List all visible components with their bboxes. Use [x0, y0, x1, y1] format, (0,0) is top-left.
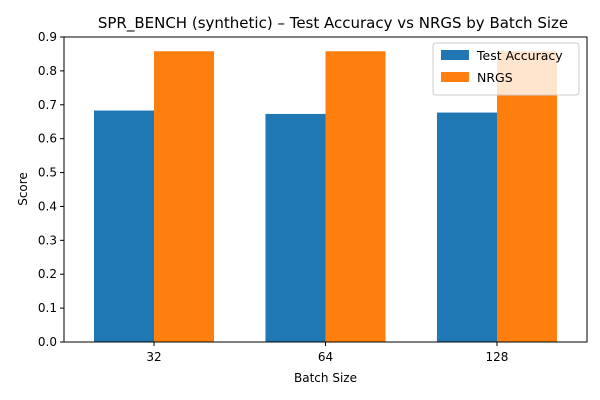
- bar-test-accuracy-64: [265, 113, 326, 343]
- chart-title: SPR_BENCH (synthetic) – Test Accuracy vs…: [98, 14, 568, 33]
- legend-label-test-accuracy: Test Accuracy: [476, 48, 563, 63]
- bar-nrgs-128: [496, 51, 557, 342]
- bar-nrgs-32: [154, 51, 215, 342]
- y-tick-label: 0.9: [38, 30, 57, 44]
- y-tick-label: 0.5: [38, 166, 57, 180]
- y-tick-label: 0.7: [38, 98, 57, 112]
- y-tick-label: 0.2: [38, 267, 57, 281]
- bar-nrgs-64: [325, 51, 386, 342]
- legend-swatch-nrgs: [441, 72, 469, 82]
- x-tick-label: 128: [486, 350, 509, 364]
- x-axis-label: Batch Size: [294, 371, 357, 385]
- legend: Test Accuracy NRGS: [432, 42, 580, 96]
- x-tick-label: 32: [146, 350, 161, 364]
- y-tick-label: 0.1: [38, 301, 57, 315]
- legend-label-nrgs: NRGS: [477, 70, 513, 85]
- x-tick-label: 64: [318, 350, 333, 364]
- x-axis: 32 64 128: [146, 342, 508, 364]
- plot-frame: [63, 36, 588, 343]
- y-axis-label: Score: [16, 172, 30, 206]
- y-tick-label: 0.0: [38, 335, 57, 349]
- y-tick-label: 0.4: [38, 199, 57, 213]
- y-axis: 0.0 0.1 0.2 0.3 0.4 0.5 0.6 0.7 0.8 0.9: [38, 30, 64, 349]
- bar-test-accuracy-32: [94, 110, 155, 342]
- legend-swatch-test-accuracy: [441, 50, 469, 60]
- bar-test-accuracy-128: [436, 112, 497, 342]
- y-tick-label: 0.6: [38, 132, 57, 146]
- legend-box: [432, 42, 580, 96]
- y-tick-label: 0.8: [38, 64, 57, 78]
- bars-group: [94, 51, 557, 343]
- y-tick-label: 0.3: [38, 233, 57, 247]
